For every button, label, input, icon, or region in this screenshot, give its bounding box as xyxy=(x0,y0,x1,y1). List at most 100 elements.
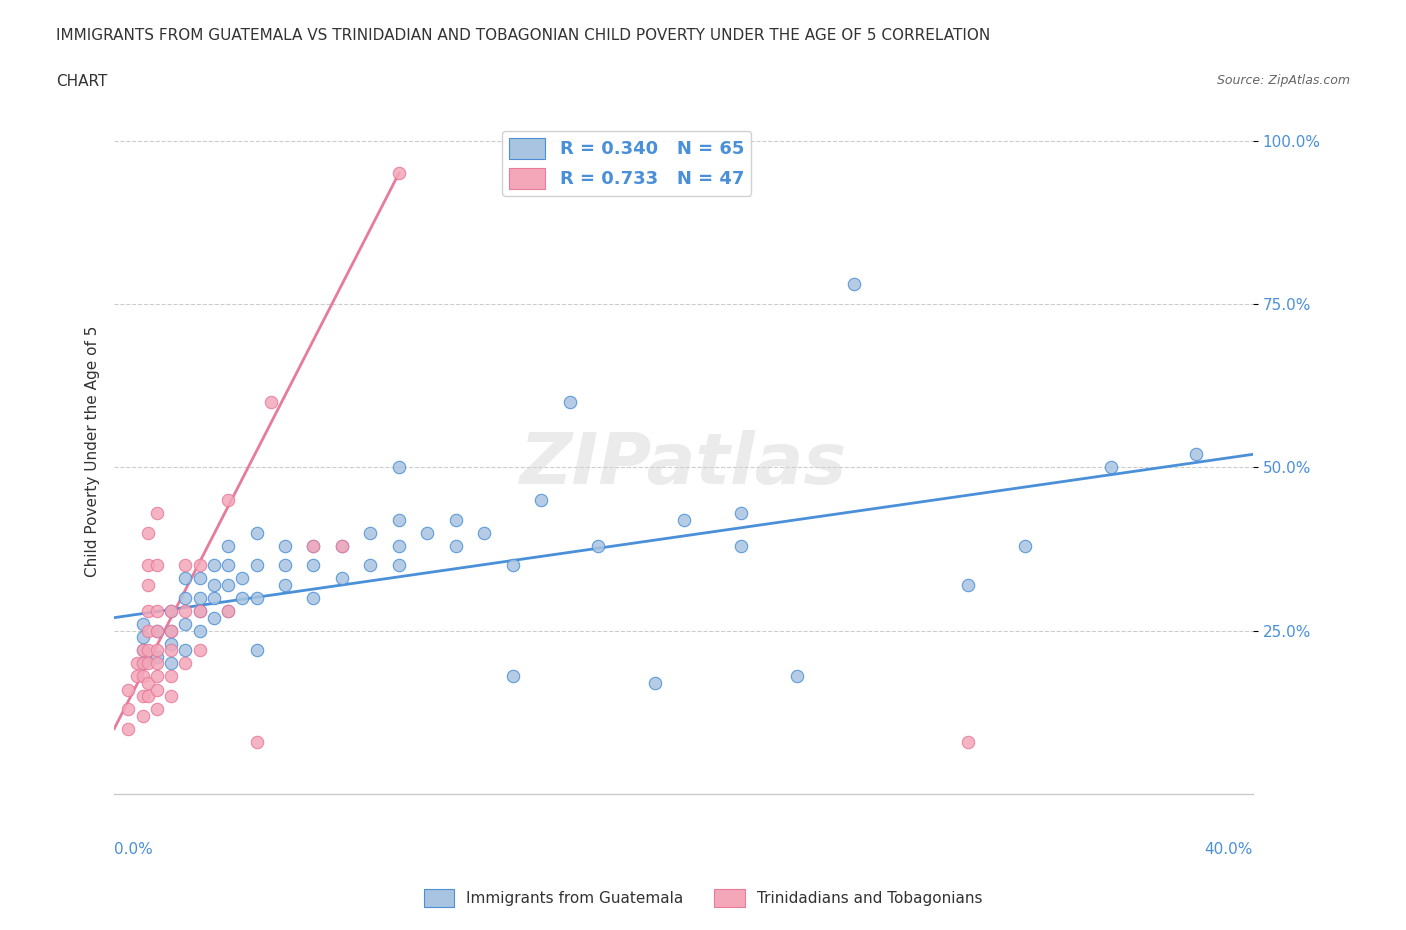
Point xyxy=(245,525,267,540)
Point xyxy=(131,643,153,658)
Point xyxy=(388,512,411,527)
Point xyxy=(274,578,297,592)
Point xyxy=(138,578,160,592)
Point xyxy=(302,538,325,553)
Point xyxy=(672,512,695,527)
Point xyxy=(730,538,752,553)
Point xyxy=(302,558,325,573)
Point xyxy=(131,656,153,671)
Point xyxy=(188,571,211,586)
Point xyxy=(502,669,524,684)
Point xyxy=(730,506,752,521)
Point xyxy=(502,558,524,573)
Legend: Immigrants from Guatemala, Trinidadians and Tobagonians: Immigrants from Guatemala, Trinidadians … xyxy=(418,884,988,913)
Point xyxy=(131,656,153,671)
Point xyxy=(444,512,467,527)
Text: Source: ZipAtlas.com: Source: ZipAtlas.com xyxy=(1216,74,1350,87)
Point xyxy=(217,538,239,553)
Text: IMMIGRANTS FROM GUATEMALA VS TRINIDADIAN AND TOBAGONIAN CHILD POVERTY UNDER THE : IMMIGRANTS FROM GUATEMALA VS TRINIDADIAN… xyxy=(56,28,990,43)
Point xyxy=(231,571,253,586)
Point xyxy=(125,656,148,671)
Point xyxy=(174,591,197,605)
Point xyxy=(1099,460,1122,475)
Point xyxy=(188,604,211,618)
Point xyxy=(131,643,153,658)
Point xyxy=(188,604,211,618)
Point xyxy=(202,610,225,625)
Point xyxy=(138,623,160,638)
Point xyxy=(274,538,297,553)
Point xyxy=(530,493,553,508)
Point xyxy=(202,578,225,592)
Point xyxy=(245,735,267,750)
Point xyxy=(174,656,197,671)
Point xyxy=(146,669,169,684)
Point xyxy=(146,623,169,638)
Point xyxy=(146,623,169,638)
Point xyxy=(260,394,283,409)
Text: 40.0%: 40.0% xyxy=(1205,842,1253,857)
Point xyxy=(188,643,211,658)
Text: 0.0%: 0.0% xyxy=(114,842,153,857)
Point xyxy=(174,643,197,658)
Point xyxy=(160,604,183,618)
Point xyxy=(138,656,160,671)
Point xyxy=(231,591,253,605)
Point xyxy=(146,682,169,697)
Point xyxy=(146,604,169,618)
Point xyxy=(160,656,183,671)
Point xyxy=(174,604,197,618)
Point xyxy=(957,578,980,592)
Point xyxy=(274,558,297,573)
Point xyxy=(138,525,160,540)
Point xyxy=(160,669,183,684)
Point xyxy=(217,604,239,618)
Point xyxy=(217,558,239,573)
Point xyxy=(146,506,169,521)
Point xyxy=(202,591,225,605)
Point xyxy=(188,591,211,605)
Point xyxy=(131,630,153,644)
Point xyxy=(330,538,353,553)
Point xyxy=(217,493,239,508)
Point xyxy=(388,558,411,573)
Point xyxy=(131,688,153,703)
Point xyxy=(160,643,183,658)
Point xyxy=(586,538,609,553)
Point xyxy=(174,571,197,586)
Point xyxy=(644,675,666,690)
Point xyxy=(330,538,353,553)
Point xyxy=(160,604,183,618)
Point xyxy=(160,623,183,638)
Point xyxy=(146,702,169,717)
Y-axis label: Child Poverty Under the Age of 5: Child Poverty Under the Age of 5 xyxy=(86,326,100,577)
Point xyxy=(217,604,239,618)
Point xyxy=(146,656,169,671)
Point xyxy=(160,636,183,651)
Point xyxy=(138,558,160,573)
Text: CHART: CHART xyxy=(56,74,108,89)
Point xyxy=(217,578,239,592)
Point xyxy=(146,649,169,664)
Point xyxy=(359,525,381,540)
Point xyxy=(388,460,411,475)
Point xyxy=(245,591,267,605)
Point xyxy=(125,669,148,684)
Point xyxy=(1014,538,1036,553)
Point xyxy=(138,675,160,690)
Legend: R = 0.340   N = 65, R = 0.733   N = 47: R = 0.340 N = 65, R = 0.733 N = 47 xyxy=(502,131,751,196)
Point xyxy=(146,643,169,658)
Point xyxy=(302,538,325,553)
Text: ZIPatlas: ZIPatlas xyxy=(520,431,848,499)
Point xyxy=(138,604,160,618)
Point xyxy=(138,688,160,703)
Point xyxy=(359,558,381,573)
Point xyxy=(174,617,197,631)
Point xyxy=(160,623,183,638)
Point xyxy=(444,538,467,553)
Point xyxy=(416,525,439,540)
Point xyxy=(1185,446,1208,461)
Point xyxy=(146,558,169,573)
Point xyxy=(117,722,139,737)
Point xyxy=(302,591,325,605)
